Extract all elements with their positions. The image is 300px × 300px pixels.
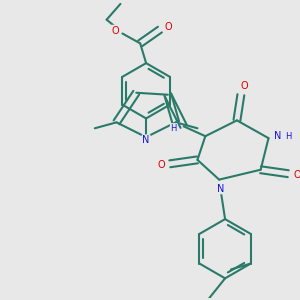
Text: N: N (218, 184, 225, 194)
Text: H: H (285, 132, 292, 141)
Text: H: H (171, 124, 177, 133)
Text: O: O (157, 160, 165, 170)
Text: N: N (274, 131, 281, 141)
Text: O: O (240, 81, 248, 91)
Text: O: O (112, 26, 119, 35)
Text: N: N (142, 135, 150, 145)
Text: O: O (293, 170, 300, 180)
Text: O: O (164, 22, 172, 32)
